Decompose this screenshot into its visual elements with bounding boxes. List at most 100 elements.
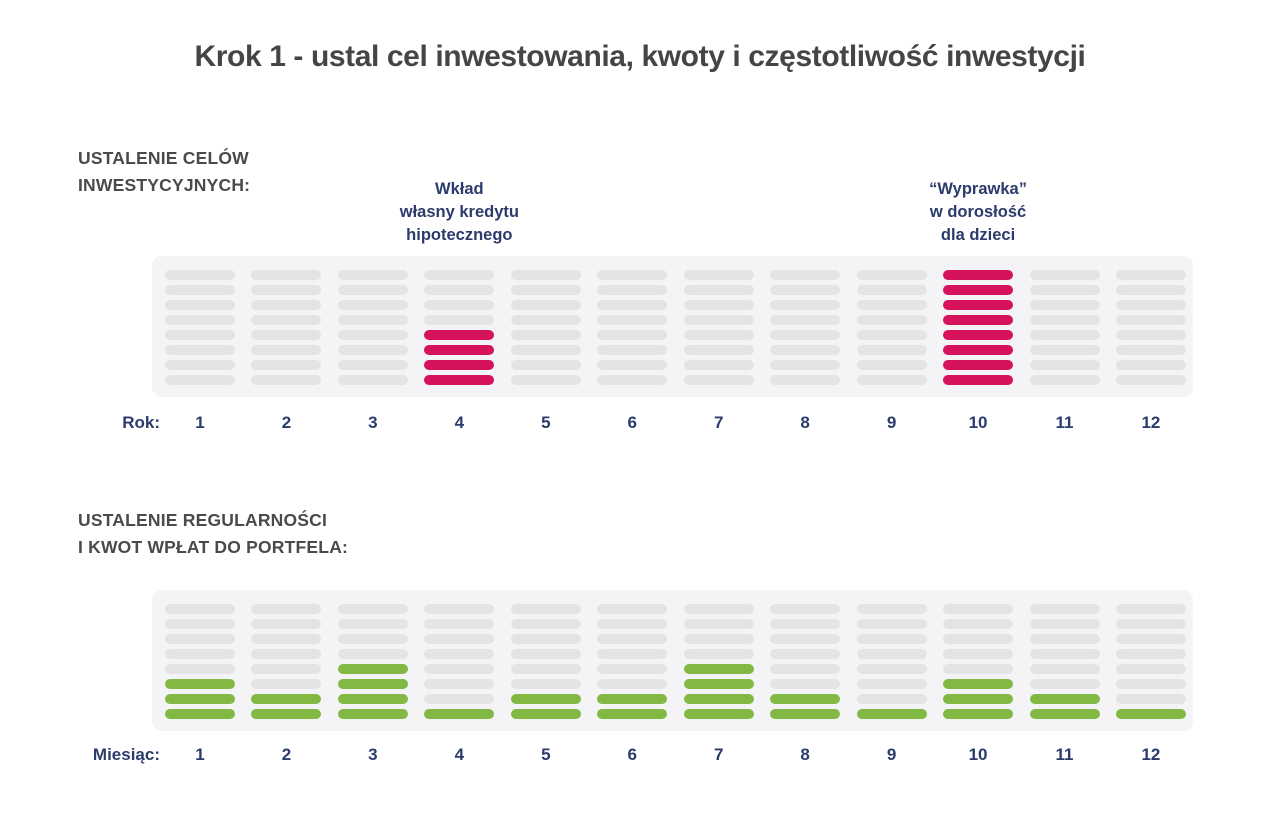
bar-segment-filled bbox=[943, 270, 1014, 280]
bar-segment-empty bbox=[597, 634, 668, 644]
bar-segment-empty bbox=[943, 649, 1014, 659]
bar-column-5 bbox=[510, 590, 581, 731]
bar-segment-empty bbox=[856, 315, 927, 325]
bar-segment-empty bbox=[165, 315, 235, 325]
bar-segment-empty bbox=[424, 664, 495, 674]
bar-segment-empty bbox=[1115, 619, 1186, 629]
bar-segment-empty bbox=[770, 649, 841, 659]
bar-segment-empty bbox=[337, 604, 408, 614]
bar-segment-empty bbox=[943, 664, 1014, 674]
bar-segment-empty bbox=[770, 270, 841, 280]
bar-segment-filled bbox=[943, 330, 1014, 340]
bar-segment-empty bbox=[251, 345, 322, 355]
bar-segment-empty bbox=[683, 375, 754, 385]
bar-segment-empty bbox=[856, 360, 927, 370]
bar-segment-empty bbox=[1029, 315, 1100, 325]
bar-segment-filled bbox=[1029, 694, 1100, 704]
axis-tick-5: 5 bbox=[541, 413, 551, 432]
bar-segment-empty bbox=[337, 285, 408, 295]
bar-segment-empty bbox=[856, 345, 927, 355]
annotation-children: “Wyprawka” w dorosłość dla dzieci bbox=[858, 178, 1098, 247]
bar-segment-empty bbox=[251, 649, 322, 659]
bar-segment-empty bbox=[856, 649, 927, 659]
bar-segment-filled bbox=[337, 709, 408, 719]
bar-segment-filled bbox=[683, 679, 754, 689]
axis-tick-7: 7 bbox=[713, 413, 724, 432]
section-header-goals: USTALENIE CELÓW INWESTYCYJNYCH: bbox=[78, 145, 250, 199]
bar-segment-filled bbox=[856, 709, 927, 719]
bar-segment-empty bbox=[683, 270, 754, 280]
bar-segment-empty bbox=[510, 664, 581, 674]
annotation-mortgage: Wkład własny kredytu hipotecznego bbox=[339, 178, 579, 247]
bar-segment-empty bbox=[510, 345, 581, 355]
bar-segment-empty bbox=[683, 604, 754, 614]
bar-segment-empty bbox=[856, 270, 927, 280]
bar-segment-empty bbox=[510, 375, 581, 385]
bar-column-9 bbox=[856, 590, 927, 731]
bar-segment-filled bbox=[510, 709, 581, 719]
bar-segment-empty bbox=[770, 664, 841, 674]
goals-axis-row: Rok: 1 2 3 4 5 6 7 8 9 10 11 12 bbox=[0, 413, 1280, 435]
bar-segment-empty bbox=[597, 285, 668, 295]
bar-segment-empty bbox=[597, 270, 668, 280]
bar-segment-empty bbox=[597, 619, 668, 629]
axis-tick-5: 5 bbox=[541, 745, 551, 764]
axis-tick-9: 9 bbox=[886, 745, 897, 764]
bar-segment-empty bbox=[1115, 360, 1186, 370]
bar-segment-empty bbox=[165, 300, 235, 310]
bar-segment-empty bbox=[165, 649, 235, 659]
bar-segment-empty bbox=[770, 315, 841, 325]
bar-column-4 bbox=[424, 590, 495, 731]
axis-tick-3: 3 bbox=[368, 413, 378, 432]
bar-segment-empty bbox=[424, 694, 495, 704]
bar-segment-empty bbox=[165, 634, 235, 644]
annotation-line: hipotecznego bbox=[406, 226, 513, 244]
bar-segment-empty bbox=[165, 664, 235, 674]
bar-segment-empty bbox=[683, 345, 754, 355]
axis-tick-4: 4 bbox=[454, 413, 465, 432]
bar-segment-empty bbox=[1115, 345, 1186, 355]
bar-segment-empty bbox=[510, 315, 581, 325]
bar-segment-filled bbox=[337, 664, 408, 674]
bar-segment-empty bbox=[597, 315, 668, 325]
bar-segment-empty bbox=[510, 649, 581, 659]
section-header-deposits-line1: USTALENIE REGULARNOŚCI bbox=[78, 510, 328, 530]
bar-segment-empty bbox=[683, 285, 754, 295]
bar-segment-filled bbox=[683, 664, 754, 674]
bar-segment-empty bbox=[337, 270, 408, 280]
bar-segment-filled bbox=[424, 360, 495, 370]
bar-segment-empty bbox=[597, 345, 668, 355]
bar-segment-empty bbox=[856, 679, 927, 689]
bar-segment-empty bbox=[856, 604, 927, 614]
bar-segment-empty bbox=[251, 619, 322, 629]
bar-segment-empty bbox=[856, 285, 927, 295]
bar-segment-filled bbox=[943, 709, 1014, 719]
bar-segment-empty bbox=[165, 619, 235, 629]
bar-segment-empty bbox=[597, 679, 668, 689]
bar-segment-empty bbox=[1115, 679, 1186, 689]
bar-segment-empty bbox=[770, 375, 841, 385]
bar-segment-filled bbox=[424, 375, 495, 385]
axis-tick-11: 11 bbox=[1055, 413, 1074, 432]
bar-segment-empty bbox=[597, 300, 668, 310]
bar-segment-empty bbox=[510, 330, 581, 340]
axis-tick-10: 10 bbox=[968, 745, 988, 764]
bar-segment-empty bbox=[251, 679, 322, 689]
bar-segment-empty bbox=[770, 679, 841, 689]
bar-segment-empty bbox=[856, 664, 927, 674]
bar-segment-empty bbox=[597, 604, 668, 614]
goals-axis-label: Rok: bbox=[122, 413, 160, 432]
bar-segment-empty bbox=[251, 300, 322, 310]
bar-segment-filled bbox=[424, 709, 495, 719]
axis-tick-4: 4 bbox=[454, 745, 465, 764]
bar-segment-empty bbox=[770, 619, 841, 629]
axis-tick-11: 11 bbox=[1055, 745, 1074, 764]
bar-column-7 bbox=[683, 256, 754, 397]
axis-tick-8: 8 bbox=[800, 745, 810, 764]
bar-segment-empty bbox=[510, 604, 581, 614]
bar-segment-empty bbox=[1115, 634, 1186, 644]
bar-segment-empty bbox=[1029, 285, 1100, 295]
section-header-deposits: USTALENIE REGULARNOŚCI I KWOT WPŁAT DO P… bbox=[78, 507, 348, 561]
bar-segment-filled bbox=[943, 679, 1014, 689]
bar-segment-empty bbox=[1029, 634, 1100, 644]
